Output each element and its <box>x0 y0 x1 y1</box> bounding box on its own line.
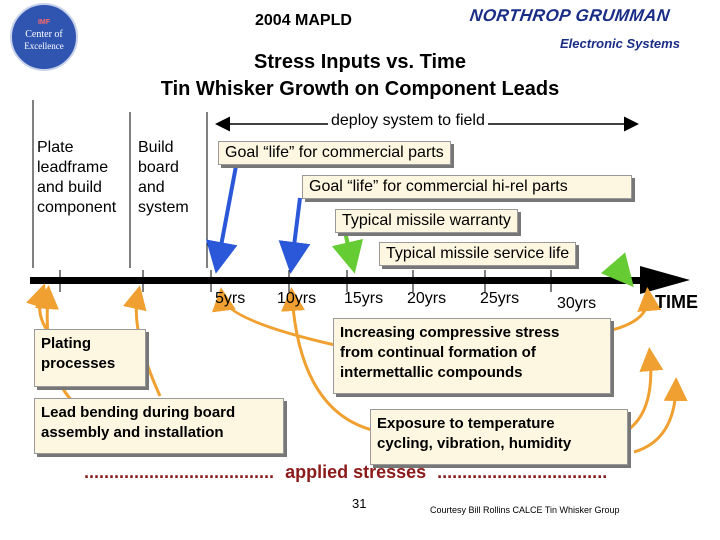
center-of-excellence-logo: IMF Center of Excellence <box>10 3 78 71</box>
title-line-2: Tin Whisker Growth on Component Leads <box>160 78 560 100</box>
orange-arrow-compressive-30 <box>611 287 662 332</box>
tick-label-10yrs: 10yrs <box>277 290 317 307</box>
blue-arrow-commercial <box>205 165 238 274</box>
logo-text-1: IMF <box>37 19 51 26</box>
deploy-label: deploy system to field <box>328 112 488 130</box>
blue-arrow-hirel <box>278 197 311 274</box>
tick-label-25yrs: 25yrs <box>480 290 520 307</box>
page-number: 31 <box>352 496 367 511</box>
plating-processes-box: Plating processes <box>34 329 146 387</box>
orange-arrow-exposure-left <box>281 287 373 432</box>
title-line-1: Stress Inputs vs. Time <box>254 51 466 73</box>
goal-commercial-box: Goal “life” for commercial parts <box>218 141 451 165</box>
exposure-box: Exposure to temperature cycling, vibrati… <box>370 409 628 465</box>
green-arrow-warranty <box>331 231 364 274</box>
phase-build-label: Build board and system <box>138 139 189 216</box>
green-arrow-service <box>600 252 634 288</box>
compressive-stress-box: Increasing compressive stress from conti… <box>333 318 611 394</box>
orange-arrow-compressive-5 <box>211 287 336 347</box>
logo-text-2: Center of <box>25 29 63 40</box>
logo-text-3: Excellence <box>24 41 64 51</box>
tick-label-15yrs: 15yrs <box>344 290 384 307</box>
deploy-label-text: deploy system to field <box>331 112 485 129</box>
applied-stresses-line: ...................................... a… <box>84 462 607 483</box>
tick-label-30yrs: 30yrs <box>557 295 597 312</box>
goal-hirel-box: Goal “life” for commercial hi-rel parts <box>302 175 632 199</box>
timeline-arrowhead <box>640 266 690 294</box>
goal-service-box: Typical missile service life <box>379 242 577 266</box>
timeline-bar <box>30 277 660 284</box>
tick-label-20yrs: 20yrs <box>407 290 447 307</box>
phase-plate-label: Plate leadframe and build component <box>37 139 117 216</box>
applied-stresses-label: applied stresses <box>285 462 427 482</box>
applied-dots-left: ...................................... <box>84 462 275 482</box>
goal-warranty-box: Typical missile warranty <box>335 209 518 233</box>
lead-bending-box: Lead bending during board assembly and i… <box>34 398 284 454</box>
applied-dots-right: .................................. <box>437 462 608 482</box>
brand-division: Electronic Systems <box>560 36 680 51</box>
orange-arrow-exposure-end <box>633 377 688 454</box>
orange-arrow-exposure-right <box>627 347 664 432</box>
conference-label: 2004 MAPLD <box>255 12 352 29</box>
tick-label-5yrs: 5yrs <box>215 290 246 307</box>
credit-line: Courtesy Bill Rollins CALCE Tin Whisker … <box>430 505 620 515</box>
time-axis-label: TIME <box>655 292 698 312</box>
